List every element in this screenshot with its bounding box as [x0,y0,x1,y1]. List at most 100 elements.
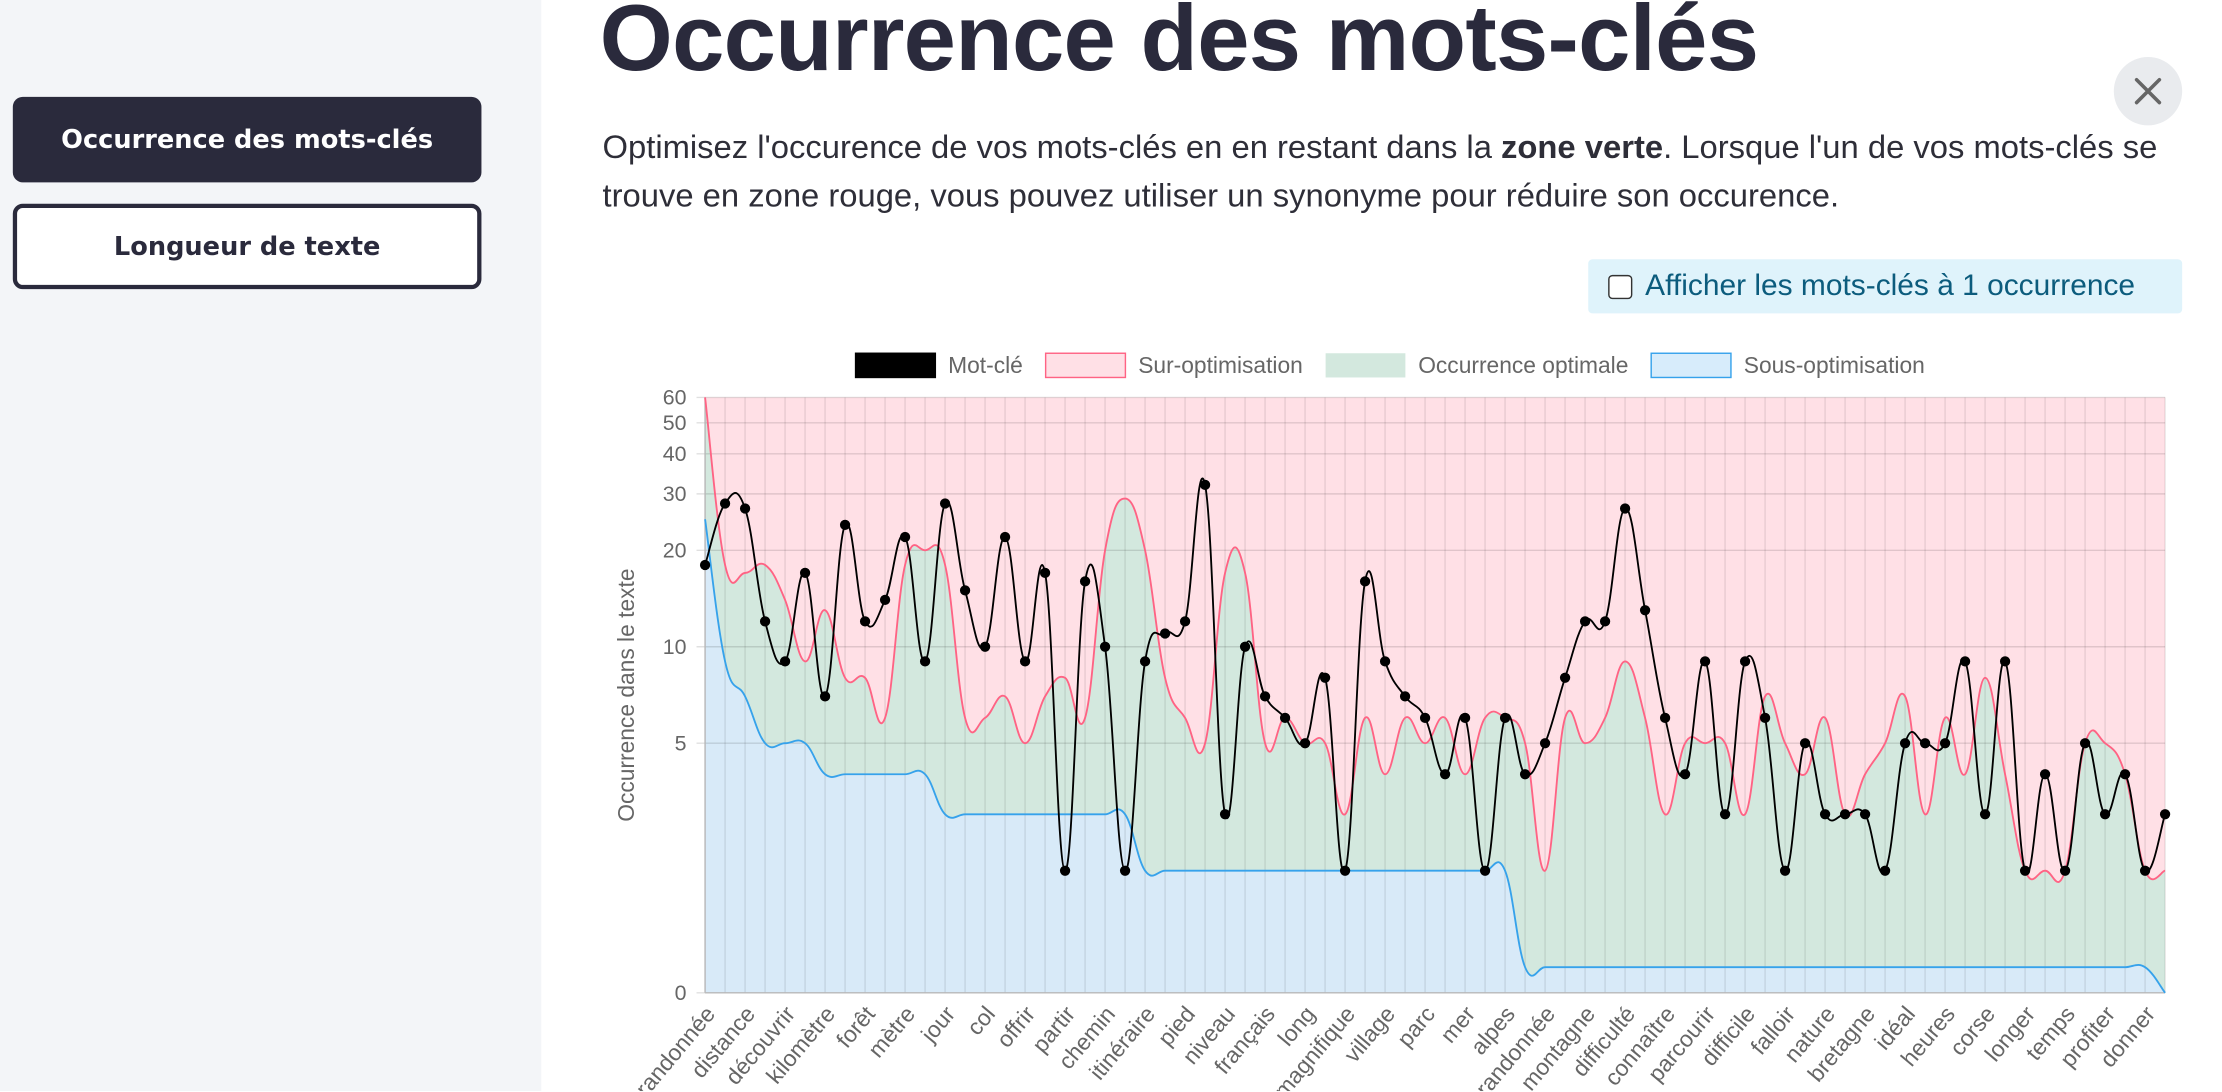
keyword-point [2099,809,2111,820]
keyword-point [2019,865,2031,876]
keyword-point [1359,576,1371,587]
legend-swatch [1325,353,1406,378]
y-tick-label: 0 [675,981,687,1005]
checkbox[interactable] [1608,274,1633,299]
keyword-point [1339,865,1351,876]
y-tick-label: 50 [663,411,687,435]
keyword-point [1079,576,1091,587]
keyword-point [1539,738,1551,749]
keyword-point [1619,503,1631,514]
legend-label: Sur-optimisation [1138,352,1303,378]
x-tick-label: jour [915,1001,960,1048]
keyword-point [1799,738,1811,749]
keyword-point [1379,656,1391,667]
x-tick-label: parc [1392,1001,1440,1052]
keyword-point [1179,616,1191,627]
keyword-point [1719,809,1731,820]
checkbox-toggle[interactable]: Afficher les mots-clés à 1 occurrence [1588,259,2183,314]
keyword-point [1599,616,1611,627]
keyword-point [699,559,711,571]
text: Optimisez l'occurence de vos mots-clés e… [602,128,1502,166]
legend-label: Occurrence optimale [1418,352,1628,378]
keyword-point [1159,628,1171,639]
keyword-point [1299,738,1311,749]
keyword-point [1939,738,1951,749]
keyword-point [1979,809,1991,820]
emphasis: zone verte [1501,128,1664,166]
description: Optimisez l'occurence de vos mots-clés e… [603,122,2184,219]
keyword-point [2039,769,2051,780]
keyword-point [1139,656,1151,667]
keyword-point [1319,672,1331,683]
keyword-point [959,585,971,596]
keyword-point [1639,605,1651,616]
keyword-point [2079,738,2091,749]
keyword-point [1559,672,1571,683]
keyword-point [1899,738,1911,749]
legend-swatch [1044,352,1127,379]
keyword-point [1859,809,1871,820]
keyword-point [939,498,951,509]
keyword-point [839,519,851,531]
keyword-point [1279,712,1291,723]
keyword-point [1259,691,1271,702]
y-tick-label: 30 [663,482,687,506]
keyword-point [1059,865,1071,876]
keyword-point [1039,567,1051,579]
keyword-point [1419,712,1431,723]
keyword-point [1199,479,1211,491]
checkbox-label: Afficher les mots-clés à 1 occurrence [1645,269,2136,302]
keyword-point [1659,712,1671,723]
keyword-point [1759,712,1771,723]
keyword-point [1099,641,1111,652]
close-icon [2134,77,2162,105]
keyword-point [2059,865,2071,876]
keyword-point [1519,769,1531,780]
legend: Mot-clé Sur-optimisation Occurrence optima… [854,352,1925,379]
keyword-point [719,498,731,509]
keyword-point [899,531,911,543]
keyword-point [1119,865,1131,876]
keyword-point [919,656,931,667]
keyword-point [1999,656,2011,667]
keyword-point [1879,865,1891,876]
keyword-point [1679,769,1691,780]
y-tick-label: 20 [663,538,687,562]
text: . Lorsque l'un de vos mots-clés se trouv… [602,128,2158,214]
keyword-point [1479,865,1491,876]
close-button[interactable] [2113,56,2183,126]
keyword-point [879,594,891,606]
legend-swatch [1650,352,1732,379]
keyword-point [739,503,751,514]
keyword-point [1839,809,1851,820]
legend-label: Sous-optimisation [1744,352,1925,378]
keyword-point [859,616,871,627]
keyword-point [799,567,811,579]
y-tick-label: 10 [663,635,687,659]
keyword-point [1699,656,1711,667]
keyword-point [819,691,831,702]
keyword-point [1959,656,1971,667]
legend-swatch [854,352,937,379]
keyword-point [979,641,991,652]
page-title: Occurrence des mots-clés [599,0,1759,90]
y-tick-label: 60 [663,386,687,410]
upper-line [704,397,2166,883]
nav-button[interactable]: Longueur de texte [12,203,482,290]
keyword-point [999,531,1011,543]
y-tick-label: 5 [675,731,687,755]
keyword-point [1239,641,1251,652]
under-zone [705,519,2166,993]
nav-button[interactable]: Occurrence des mots-clés [12,96,482,183]
keyword-point [1819,809,1831,820]
keyword-point [1779,865,1791,876]
keyword-point [1219,809,1231,820]
keyword-point [1579,616,1591,627]
keyword-point [1739,656,1751,667]
keyword-point [2119,769,2131,780]
keyword-point [2159,809,2171,820]
lower-line [704,519,2166,994]
